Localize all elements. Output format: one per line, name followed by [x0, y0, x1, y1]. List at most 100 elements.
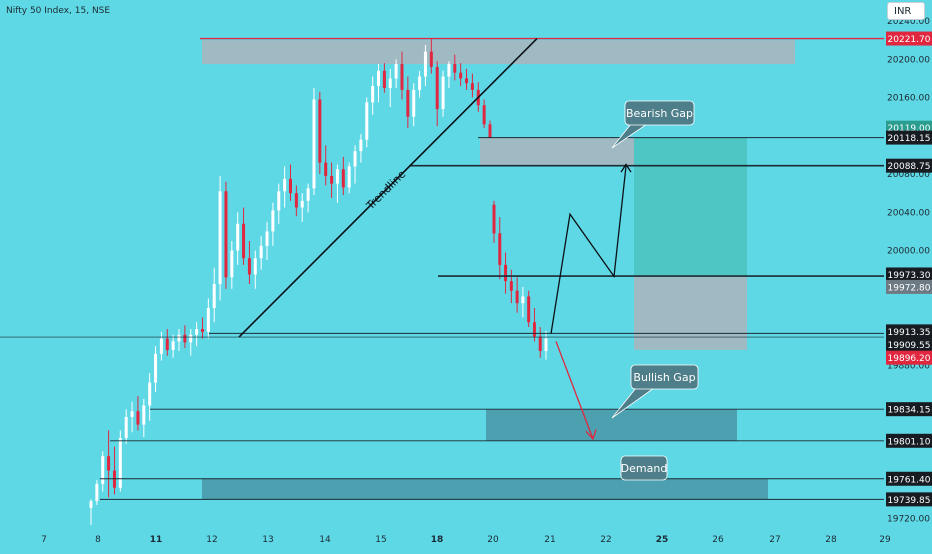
time-tick-label: 12 — [206, 535, 217, 545]
time-tick-label: 25 — [656, 535, 669, 545]
candle-body — [289, 178, 292, 194]
candle-body — [470, 83, 474, 90]
candle-body — [406, 89, 410, 117]
candle-body — [242, 223, 246, 259]
price-badge: 19896.20 — [886, 350, 932, 365]
candle-body — [527, 296, 531, 323]
zone-demand — [202, 478, 768, 500]
candle-body — [482, 105, 486, 125]
price-badge: 19909.55 — [886, 337, 932, 352]
candle-body — [224, 191, 228, 278]
time-tick-label: 15 — [375, 535, 386, 545]
price-badge-label: 20118.15 — [888, 134, 931, 144]
projection-path-up — [550, 166, 627, 334]
candle-body — [277, 191, 281, 211]
price-badge-label: 19801.10 — [888, 437, 931, 447]
time-tick-label: 7 — [41, 535, 47, 545]
zone-stop — [634, 276, 747, 350]
time-tick-label: 18 — [431, 535, 444, 545]
candle-body — [154, 353, 158, 383]
price-badge-label: 20088.75 — [888, 162, 931, 172]
symbol-title: Nifty 50 Index, 15, NSE — [6, 6, 111, 16]
price-badge-label: 19834.15 — [888, 406, 931, 416]
candle-body — [130, 411, 134, 417]
trendline[interactable] — [238, 37, 538, 338]
price-badge-bg — [886, 433, 932, 448]
candle-body — [95, 483, 99, 502]
candle-body — [532, 322, 536, 337]
candle-body — [447, 64, 451, 77]
candle-body — [165, 338, 169, 351]
trendline-label: Trendline — [363, 167, 408, 212]
candle-body — [335, 169, 339, 184]
candle-body — [400, 64, 404, 90]
price-tick-label: 20040.00 — [887, 208, 930, 218]
price-badge-bg — [886, 337, 932, 352]
callout-bullish-gap[interactable]: Bullish Gap — [611, 364, 699, 419]
time-tick-label: 14 — [319, 535, 331, 545]
candle-body — [312, 99, 316, 189]
candle-body — [521, 296, 525, 304]
price-badge-label: 19913.35 — [888, 328, 931, 338]
time-tick-label: 26 — [712, 535, 724, 545]
price-badge: 19913.35 — [886, 324, 932, 339]
candle-body — [300, 200, 304, 208]
price-badge-bg — [886, 492, 932, 507]
candle-body — [330, 175, 334, 184]
currency-selector[interactable]: INR — [887, 2, 925, 20]
arrow-head-up — [620, 163, 632, 173]
candle-body — [212, 284, 216, 308]
price-badge-bg — [886, 267, 932, 282]
callout-demand[interactable]: Demand — [620, 455, 668, 481]
price-tick-label: 19720.00 — [887, 514, 930, 524]
time-tick-label: 13 — [262, 535, 273, 545]
candle-body — [247, 258, 251, 275]
price-badge: 20088.75 — [886, 158, 932, 173]
price-badge-bg — [886, 158, 932, 173]
candle-body — [200, 328, 204, 332]
zone-supply — [202, 40, 795, 65]
time-tick-label: 27 — [769, 535, 780, 545]
price-badge: 20221.70 — [886, 31, 932, 46]
price-tick-label: 20080.00 — [887, 170, 930, 180]
price-badge-label: 19973.30 — [888, 271, 931, 281]
callout-box — [630, 364, 699, 390]
candle-body — [418, 76, 422, 90]
candle-body — [107, 456, 111, 471]
candle-body — [136, 411, 140, 425]
callout-box — [624, 100, 695, 126]
price-badge-label: 20221.70 — [888, 35, 931, 45]
candle-body — [148, 382, 152, 406]
price-badge-label: 19761.40 — [888, 475, 931, 485]
candle-body — [453, 64, 457, 73]
candle-body — [236, 223, 240, 251]
candle-body — [515, 290, 519, 304]
candle-body — [259, 245, 263, 259]
callout-bearish-gap[interactable]: Bearish Gap — [611, 100, 695, 149]
callout-text: Bearish Gap — [626, 107, 693, 120]
time-tick-label: 29 — [879, 535, 891, 545]
price-badge-bg — [886, 402, 932, 417]
price-badge: 19801.10 — [886, 433, 932, 448]
candle-body — [492, 204, 496, 234]
price-badge-bg — [886, 130, 932, 145]
candle-body — [183, 334, 187, 343]
candle-body — [341, 169, 345, 188]
candle-body — [318, 99, 322, 163]
zone-bullish-gap — [486, 409, 737, 441]
candle-body — [429, 51, 433, 67]
candle-body — [388, 78, 392, 88]
candle-body — [89, 501, 93, 508]
price-badge-label: 20119.00 — [888, 124, 931, 134]
candle-body — [377, 70, 381, 87]
candle-body — [265, 231, 269, 246]
price-tick-label: 20000.00 — [887, 247, 930, 257]
candle-body — [371, 86, 375, 103]
callout-text: Demand — [621, 462, 668, 475]
time-axis[interactable] — [0, 526, 884, 550]
candle-body — [435, 66, 439, 110]
time-tick-label: 22 — [600, 535, 611, 545]
candle-body — [394, 64, 398, 79]
